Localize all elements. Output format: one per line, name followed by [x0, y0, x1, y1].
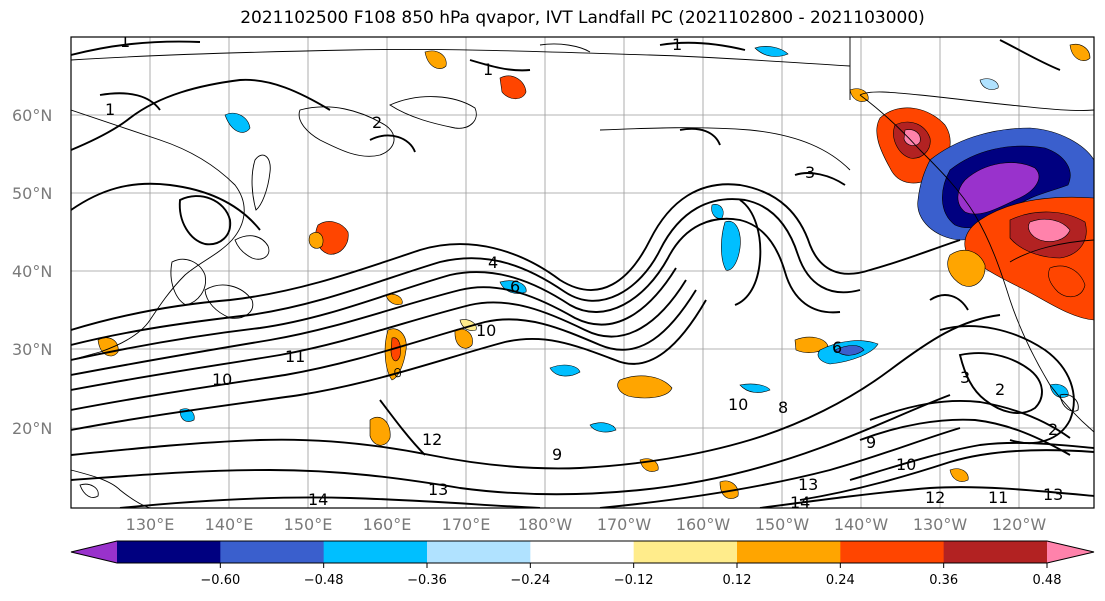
svg-text:160°E: 160°E	[363, 515, 412, 534]
svg-text:50°N: 50°N	[12, 184, 52, 203]
colorbar-segment	[530, 541, 635, 563]
svg-text:1: 1	[120, 32, 130, 51]
svg-text:3: 3	[805, 163, 815, 182]
coastlines	[71, 37, 1094, 508]
svg-text:6: 6	[832, 338, 842, 357]
svg-text:6: 6	[510, 277, 520, 296]
svg-text:2: 2	[995, 380, 1005, 399]
ivt-contours	[71, 39, 1094, 508]
svg-text:40°N: 40°N	[12, 262, 52, 281]
svg-text:10: 10	[896, 455, 916, 474]
svg-text:10: 10	[728, 395, 748, 414]
colorbar-tick-label: −0.36	[407, 573, 447, 588]
colorbar-tick-label: 0.12	[723, 573, 752, 588]
svg-text:120°W: 120°W	[992, 515, 1047, 534]
svg-text:2: 2	[372, 113, 382, 132]
colorbar-tick-label: 0.48	[1033, 573, 1062, 588]
svg-text:140°E: 140°E	[205, 515, 254, 534]
svg-text:130°E: 130°E	[126, 515, 175, 534]
colorbar-segment	[840, 541, 945, 563]
colorbar-high-extend	[1047, 541, 1094, 563]
svg-text:11: 11	[285, 347, 305, 366]
svg-text:1: 1	[672, 35, 682, 54]
colorbar-segment	[323, 541, 428, 563]
svg-text:2: 2	[1048, 420, 1058, 439]
svg-text:180°W: 180°W	[518, 515, 573, 534]
colorbar-tick-label: −0.12	[614, 573, 654, 588]
colorbar: −0.60 −0.48 −0.36 −0.24 −0.12 0.12 0.24 0.36 0.4…	[70, 540, 1095, 588]
svg-text:160°W: 160°W	[676, 515, 731, 534]
map-panel-background	[71, 37, 1094, 508]
contour-labels: 1 1 1 1 2 3 4 6 10 10 11 12 13 14 9 8 10…	[105, 32, 1063, 512]
svg-text:20°N: 20°N	[12, 419, 52, 438]
svg-text:13: 13	[1043, 485, 1063, 504]
svg-text:13: 13	[428, 480, 448, 499]
svg-text:8: 8	[778, 398, 788, 417]
svg-text:14: 14	[308, 490, 328, 509]
colorbar-outline	[70, 540, 1095, 564]
svg-text:12: 12	[925, 488, 945, 507]
svg-text:1: 1	[105, 100, 115, 119]
svg-text:150°W: 150°W	[755, 515, 810, 534]
colorbar-tick-label: −0.24	[510, 573, 550, 588]
colorbar-tick-label: −0.48	[304, 573, 344, 588]
svg-text:3: 3	[960, 368, 970, 387]
svg-text:150°E: 150°E	[284, 515, 333, 534]
svg-text:4: 4	[488, 253, 498, 272]
colorbar-tick-label: 0.36	[929, 573, 958, 588]
svg-text:170°W: 170°W	[597, 515, 652, 534]
svg-text:30°N: 30°N	[12, 340, 52, 359]
colorbar-low-extend	[71, 541, 117, 563]
svg-text:10: 10	[476, 321, 496, 340]
longitude-labels: 130°E 140°E 150°E 160°E 170°E 180°W 170°…	[126, 515, 1047, 534]
colorbar-tick-label: 0.24	[826, 573, 855, 588]
svg-text:170°E: 170°E	[442, 515, 491, 534]
colorbar-segment	[117, 541, 221, 563]
map-panel-frame	[70, 36, 1095, 509]
colorbar-segment	[943, 541, 1048, 563]
svg-text:9: 9	[552, 445, 562, 464]
svg-text:13: 13	[798, 475, 818, 494]
svg-text:140°W: 140°W	[834, 515, 889, 534]
colorbar-tick-label: −0.60	[200, 573, 240, 588]
svg-text:130°W: 130°W	[913, 515, 968, 534]
colorbar-segment	[633, 541, 738, 563]
svg-text:10: 10	[212, 370, 232, 389]
colorbar-segment	[427, 541, 531, 563]
svg-text:60°N: 60°N	[12, 106, 52, 125]
svg-text:11: 11	[988, 488, 1008, 507]
latitude-labels: 60°N 50°N 40°N 30°N 20°N	[12, 106, 52, 438]
svg-text:1: 1	[483, 60, 493, 79]
map-title: 2021102500 F108 850 hPa qvapor, IVT Land…	[240, 8, 925, 28]
colorbar-segment	[220, 541, 325, 563]
svg-text:9: 9	[866, 433, 876, 452]
svg-text:14: 14	[790, 493, 810, 512]
colorbar-segment	[737, 541, 841, 563]
svg-text:12: 12	[422, 430, 442, 449]
